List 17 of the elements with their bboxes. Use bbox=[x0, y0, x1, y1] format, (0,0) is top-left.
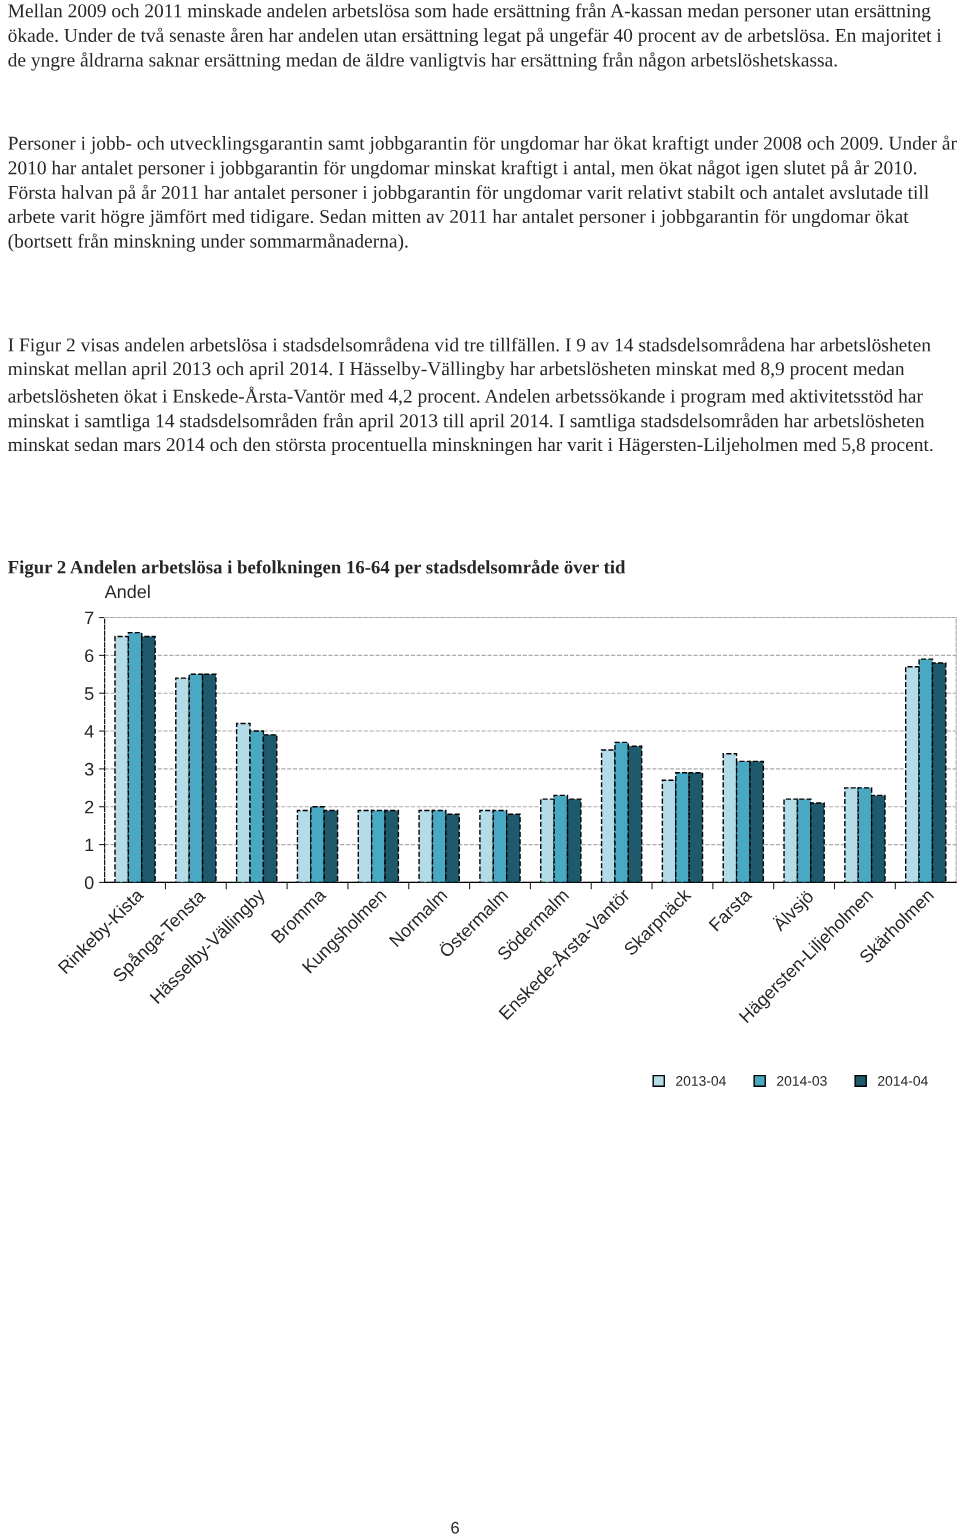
text: Personer i jobb- och utvecklingsgarantin samt jobbgarantin för ungdomar har ökat kraftigt under 2008 och 2009. Under år 2010 har antalet personer i jobbgarantin för ungdomar minskat kraftigt i antal, men ökat något igen slutet på år 2010. Första halvan på år 2011 har antalet personer i jobbgarantin för ungdomar varit relativt stabilt och antalet avslutade till arbete varit högre jämfört med tidigare. Sedan mitten av 2011 har antalet personer i jobbgarantin för ungdomar ökat (bortsett från minskning under sommarmånaderna). bbox=[8, 135, 957, 252]
legend-label: 2013-04 bbox=[676, 1076, 726, 1086]
y-tick-label: 4 bbox=[84, 725, 94, 738]
legend-label: 2014-03 bbox=[777, 1076, 827, 1086]
text: Mellan 2009 och 2011 minskade andelen arbetslösa som hade ersättning från A-kassan medan personer utan ersättning ökade. Under de två senaste åren har andelen utan ersättning legat på ungefär 40 procent av de arbetslösa. En majoritet i de yngre åldrarna saknar ersättning medan de äldre vanligtvis har ersättning från någon arbetslöshetskassa. bbox=[8, 3, 942, 71]
y-tick-label: 2 bbox=[85, 800, 94, 814]
y-tick-label: 1 bbox=[85, 838, 94, 852]
y-axis-title: Andel bbox=[104, 584, 150, 599]
chart-title: Figur 2 Andelen arbetslösa i befolkningen 16-64 per stadsdelsområde över tid bbox=[8, 559, 626, 578]
y-tick-label: 3 bbox=[84, 762, 94, 776]
legend-label: 2014-04 bbox=[878, 1076, 928, 1086]
y-tick-label: 7 bbox=[85, 611, 94, 625]
text: 6 bbox=[451, 1521, 459, 1534]
y-tick-label: 0 bbox=[84, 876, 94, 890]
y-tick-label: 5 bbox=[84, 687, 94, 700]
text: I Figur 2 visas andelen arbetslösa i stadsdelsområdena vid tre tillfällen. I 9 av 14 stadsdelsområdena har arbetslösheten minskat mellan april 2013 och april 2014. I Hässelby-Vällingby har arbetslösheten minskat med 8,9 procent medan arbetslösheten ökat i Enskede-Årsta-Vantör med 4,2 procent. Andelen arbetssökande i program med aktivitetsstöd har minskat i samtliga 14 stadsdelsområden från april 2013 till april 2014. I samtliga stadsdelsområden har arbetslösheten minskat sedan mars 2014 och den största procentuella minskningen har varit i Hägersten-Liljeholmen med 5,8 procent. bbox=[8, 337, 933, 456]
y-tick-label: 6 bbox=[85, 649, 94, 663]
